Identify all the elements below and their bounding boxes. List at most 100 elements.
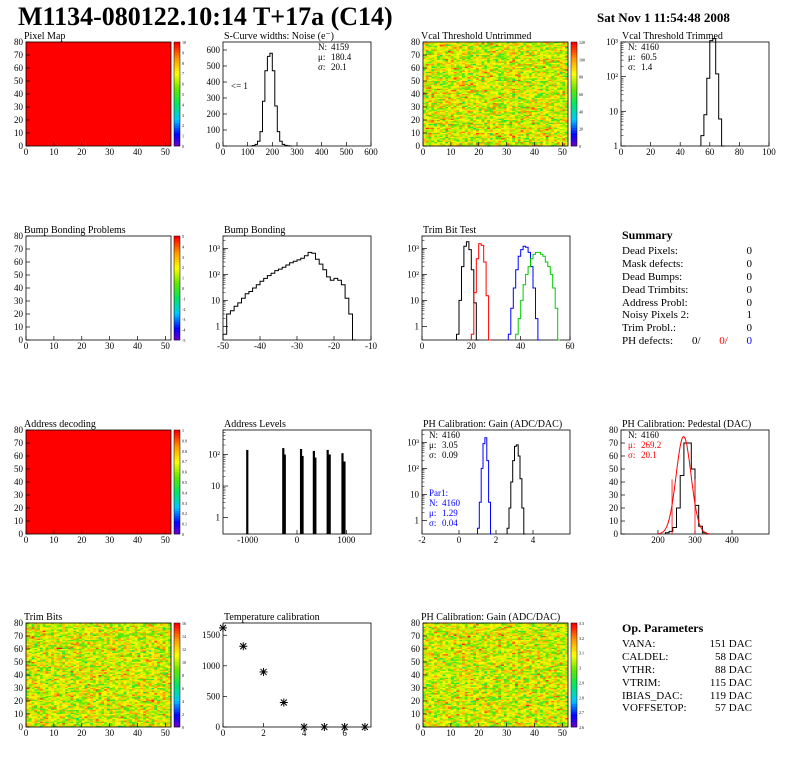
y-tick-label: 1 [415, 515, 420, 525]
heatmap-cell [450, 77, 454, 79]
heatmap-cell [545, 108, 549, 110]
heatmap-cell [537, 112, 541, 114]
heatmap-cell [503, 69, 507, 71]
heatmap-cell [448, 105, 452, 108]
heatmap-cell [434, 53, 438, 56]
heatmap-cell [531, 86, 535, 88]
heatmap-cell [523, 143, 527, 145]
heatmap-cell [562, 83, 566, 86]
heatmap-cell [545, 56, 549, 58]
heatmap-cell [562, 79, 566, 82]
heatmap-cell [470, 117, 474, 119]
spike-bar [343, 461, 346, 534]
summary-row: Trim Probl.: 0 [622, 322, 752, 335]
heatmap-cell [478, 134, 482, 136]
heatmap-cell [562, 100, 566, 103]
heatmap-cell [492, 62, 496, 65]
heatmap-cell [501, 60, 505, 62]
heatmap-cell [515, 133, 519, 135]
palette-step [571, 133, 577, 136]
heatmap-cell [517, 131, 521, 134]
heatmap-cell [436, 88, 441, 91]
heatmap-cell [548, 118, 552, 121]
summary-ph-v1: 0/ [692, 335, 701, 348]
heatmap-cell [464, 138, 468, 140]
heatmap-cell [537, 53, 541, 56]
stat-label: μ: [318, 52, 325, 62]
heatmap-cell [439, 105, 443, 108]
heatmap-cell [436, 136, 441, 139]
heatmap-cell [542, 74, 546, 77]
heatmap-cell [495, 44, 499, 47]
heatmap-cell [431, 60, 435, 62]
heatmap-cell [551, 103, 555, 105]
heatmap-cell [562, 51, 566, 53]
heatmap-cell [445, 125, 449, 127]
heatmap-cell [551, 47, 555, 49]
heatmap-cell [425, 92, 429, 95]
stat-value: 4160 [442, 430, 461, 440]
heatmap-cell [464, 47, 468, 49]
heatmap-cell [439, 101, 443, 104]
heatmap-cell [559, 108, 563, 110]
heatmap-cell [501, 45, 505, 48]
heatmap-cell [473, 96, 477, 99]
heatmap-cell [503, 53, 507, 56]
stat2-value: 4160 [442, 498, 461, 508]
heatmap-cell [503, 88, 507, 91]
heatmap-cell [434, 108, 438, 110]
heatmap-cell [542, 62, 546, 65]
heatmap-cell [565, 97, 569, 100]
heatmap-cell [506, 65, 510, 67]
heatmap-cell [448, 55, 452, 57]
heatmap-cell [551, 139, 555, 142]
heatmap-cell [509, 95, 513, 97]
heatmap-cell [503, 103, 507, 105]
heatmap-cell [442, 42, 446, 44]
heatmap-cell [565, 91, 569, 93]
heatmap-cell [475, 123, 480, 126]
heatmap-cell [517, 68, 521, 70]
heatmap-cell [509, 91, 513, 93]
heatmap-cell [453, 90, 457, 92]
heatmap-cell [537, 79, 541, 82]
heatmap-cell [489, 139, 494, 142]
heatmap-cell [534, 107, 538, 109]
heatmap-cell [487, 114, 491, 117]
heatmap-cell [520, 48, 524, 51]
heatmap-cell [492, 97, 496, 100]
palette-step [174, 57, 180, 61]
heatmap-cell [445, 51, 449, 53]
palette-tick-label: 10 [182, 40, 186, 45]
heatmap-cell [537, 57, 541, 60]
heatmap-cell [467, 120, 471, 122]
histogram-series-line [477, 437, 493, 535]
heatmap-cell [484, 60, 488, 62]
heatmap-cell [506, 101, 510, 104]
heatmap-cell [506, 138, 510, 140]
heatmap-cell [489, 83, 494, 86]
heatmap-cell [434, 138, 438, 140]
heatmap-cell [28, 668, 32, 671]
heatmap-cell [526, 110, 530, 113]
heatmap-cell [542, 78, 546, 80]
heatmap-cell [425, 96, 429, 99]
heatmap-cell [556, 103, 560, 105]
heatmap-cell [481, 134, 485, 136]
heatmap-cell [540, 114, 544, 117]
palette-step [571, 140, 577, 144]
heatmap-cell [565, 95, 569, 97]
heatmap-cell [431, 109, 435, 112]
heatmap-cell [512, 69, 516, 71]
heatmap-cell [428, 134, 432, 136]
heatmap-cell [425, 108, 429, 110]
heatmap-cell [489, 133, 494, 135]
heatmap-cell [548, 73, 552, 75]
heatmap-cell [28, 626, 32, 629]
heatmap-cell [537, 94, 541, 96]
heatmap-cell [434, 48, 438, 51]
heatmap-cell [517, 92, 521, 95]
heatmap-cell [548, 88, 552, 91]
heatmap-cell [462, 42, 466, 44]
heatmap-cell [26, 623, 30, 625]
